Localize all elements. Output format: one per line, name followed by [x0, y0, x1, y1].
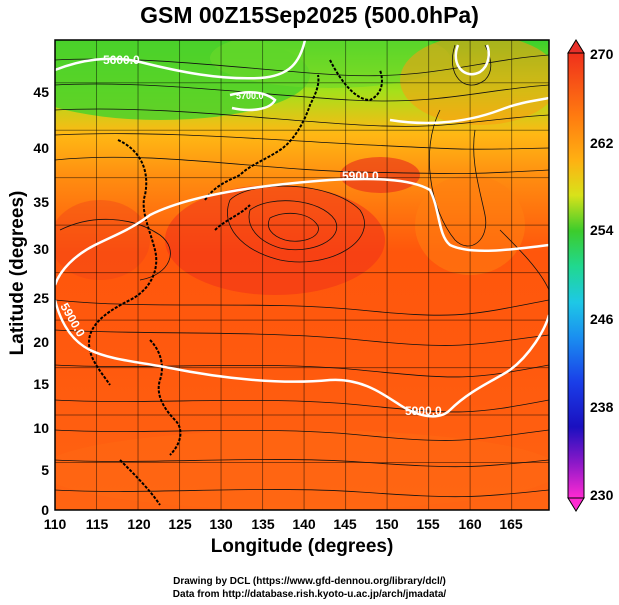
contour-label: 5900.0: [405, 404, 442, 418]
map-frame: [54, 39, 550, 511]
coastlines: [88, 59, 383, 506]
colorbar-tick-label: 238: [590, 399, 614, 415]
y-tick-label: 35: [33, 194, 49, 210]
y-tick-label: 30: [33, 241, 49, 257]
colorbar-tick-label: 230: [590, 487, 614, 503]
credit-drawing: Drawing by DCL (https://www.gfd-dennou.o…: [173, 576, 446, 587]
colorbar-min-arrow: [567, 497, 585, 512]
x-tick-label: 160: [458, 516, 482, 532]
credit-data-source: Data from http://database.rish.kyoto-u.a…: [172, 589, 447, 600]
x-tick-label: 125: [168, 516, 192, 532]
y-tick-label: 45: [33, 84, 49, 100]
x-tick-label: 140: [292, 516, 316, 532]
colorbar-tick-label: 262: [590, 135, 614, 151]
x-tick-label: 115: [85, 516, 109, 532]
x-tick-label: 110: [43, 516, 67, 532]
x-axis-label: Longitude (degrees): [210, 536, 394, 557]
contour-label: 5900.0: [342, 169, 379, 183]
colorbar-tick-label: 246: [590, 311, 614, 327]
x-tick-label: 130: [209, 516, 233, 532]
colorbar: [567, 39, 585, 512]
wind-streamlines: [55, 44, 549, 498]
y-tick-label: 25: [33, 290, 49, 306]
x-tick-label: 165: [499, 516, 523, 532]
colorbar-max-arrow: [567, 39, 585, 54]
x-tick-label: 120: [127, 516, 151, 532]
x-tick-label: 135: [251, 516, 275, 532]
chart-title: GSM 00Z15Sep2025 (500.0hPa): [140, 2, 479, 28]
y-tick-label: 10: [33, 420, 49, 436]
y-tick-label: 5: [41, 462, 49, 478]
x-tick-label: 155: [416, 516, 440, 532]
contour-label: 5700.0: [236, 91, 264, 101]
y-tick-label: 20: [33, 334, 49, 350]
y-tick-label: 0: [41, 502, 49, 518]
geopotential-contours: [55, 40, 549, 418]
colorbar-tick-label: 270: [590, 46, 614, 62]
y-tick-label: 40: [33, 140, 49, 156]
y-tick-label: 15: [33, 376, 49, 392]
y-axis-label: Latitude (degrees): [7, 190, 28, 356]
x-tick-label: 150: [375, 516, 399, 532]
temperature-field: [55, 40, 549, 510]
contour-label: 5600.0: [103, 53, 140, 67]
x-tick-label: 145: [333, 516, 357, 532]
colorbar-tick-label: 254: [590, 222, 614, 238]
